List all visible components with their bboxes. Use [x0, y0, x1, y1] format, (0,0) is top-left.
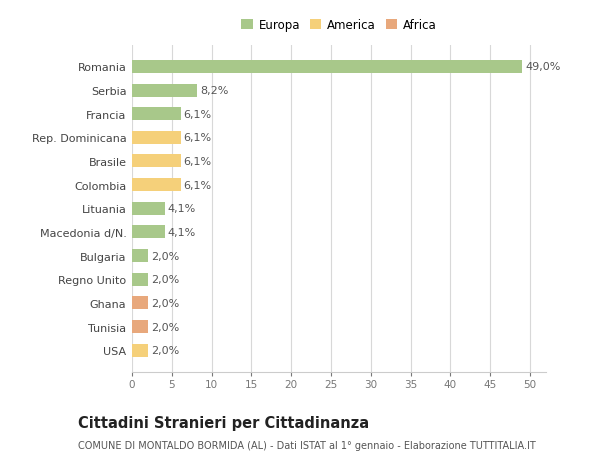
Text: Cittadini Stranieri per Cittadinanza: Cittadini Stranieri per Cittadinanza: [78, 415, 369, 431]
Bar: [132, 297, 148, 310]
Bar: [132, 202, 164, 215]
Bar: [132, 179, 181, 192]
Text: 49,0%: 49,0%: [526, 62, 560, 72]
Bar: [132, 226, 164, 239]
Text: COMUNE DI MONTALDO BORMIDA (AL) - Dati ISTAT al 1° gennaio - Elaborazione TUTTIT: COMUNE DI MONTALDO BORMIDA (AL) - Dati I…: [78, 440, 536, 450]
Text: 6,1%: 6,1%: [184, 133, 212, 143]
Text: 2,0%: 2,0%: [151, 298, 179, 308]
Text: 4,1%: 4,1%: [168, 204, 196, 214]
Text: 2,0%: 2,0%: [151, 274, 179, 285]
Legend: Europa, America, Africa: Europa, America, Africa: [241, 19, 437, 32]
Text: 4,1%: 4,1%: [168, 228, 196, 237]
Bar: [132, 84, 197, 97]
Text: 6,1%: 6,1%: [184, 180, 212, 190]
Bar: [132, 273, 148, 286]
Text: 2,0%: 2,0%: [151, 251, 179, 261]
Bar: [132, 132, 181, 145]
Text: 6,1%: 6,1%: [184, 157, 212, 167]
Text: 2,0%: 2,0%: [151, 322, 179, 332]
Text: 8,2%: 8,2%: [200, 86, 229, 96]
Bar: [132, 61, 522, 74]
Bar: [132, 344, 148, 357]
Text: 6,1%: 6,1%: [184, 109, 212, 119]
Bar: [132, 250, 148, 263]
Bar: [132, 320, 148, 333]
Bar: [132, 108, 181, 121]
Text: 2,0%: 2,0%: [151, 346, 179, 355]
Bar: [132, 155, 181, 168]
